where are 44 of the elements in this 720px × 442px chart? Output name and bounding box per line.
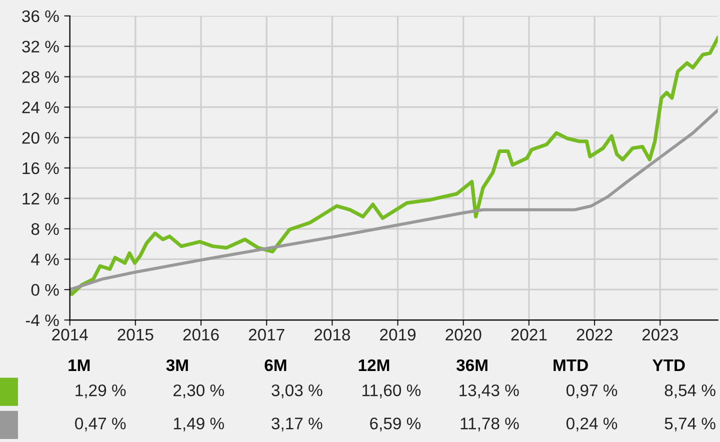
data-label: 2,30 % <box>174 384 224 398</box>
x-tick-label: 2020 <box>446 328 482 341</box>
category-label: 12M <box>358 359 390 371</box>
y-tick-label: 28 % <box>22 71 59 83</box>
data-label: 6,59 % <box>370 418 421 432</box>
data-label: 1,29 % <box>76 384 126 398</box>
line-series <box>70 36 718 296</box>
data-label: 1,49 % <box>174 418 224 432</box>
data-label: 3,17 % <box>272 418 322 432</box>
y-tick-label: -4 % <box>26 314 59 326</box>
x-tick-label: 2014 <box>52 328 88 341</box>
data-label: 11,60 % <box>362 384 421 398</box>
x-tick-label: 2018 <box>314 328 350 341</box>
data-label: 11,78 % <box>460 418 519 432</box>
category-label: YTD <box>652 360 685 371</box>
category-label: 3M <box>166 359 188 372</box>
x-tick-label: 2016 <box>183 328 219 341</box>
data-label: 5,74 % <box>664 418 716 432</box>
y-tick-label: 8 % <box>31 223 59 235</box>
data-label: 3,03 % <box>272 384 322 398</box>
category-label: 6M <box>264 359 286 372</box>
y-tick-label: 32 % <box>22 40 59 53</box>
category-label: 36M <box>456 359 488 372</box>
x-tick-label: 2019 <box>380 328 416 341</box>
line-series <box>70 108 718 292</box>
y-tick-label: 36 % <box>22 10 59 22</box>
data-label: 13,43 % <box>460 384 519 398</box>
data-label: 0,24 % <box>566 418 618 432</box>
y-tick-label: 20 % <box>22 132 59 144</box>
category-label: 1M <box>68 360 90 371</box>
x-tick-label: 2017 <box>248 328 284 341</box>
data-label: 0,47 % <box>75 418 126 432</box>
data-label: 8,54 % <box>664 384 716 398</box>
category-label: MTD <box>554 360 588 371</box>
y-tick-label: 12 % <box>22 192 59 205</box>
y-tick-label: 24 % <box>22 102 59 114</box>
x-tick-label: 2023 <box>642 328 678 341</box>
x-tick-label: 2015 <box>118 328 154 341</box>
x-tick-label: 2022 <box>576 328 612 341</box>
y-tick-label: 16 % <box>22 162 59 174</box>
y-tick-label: 4 % <box>31 254 59 266</box>
y-tick-label: 0 % <box>31 284 59 296</box>
x-tick-label: 2021 <box>511 328 547 341</box>
data-label: 0,97 % <box>566 384 618 398</box>
